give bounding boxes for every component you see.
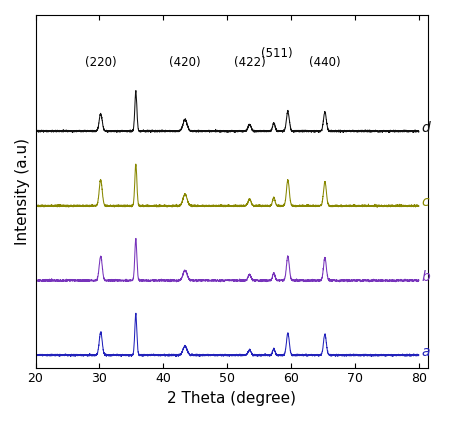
X-axis label: 2 Theta (degree): 2 Theta (degree) [167,391,296,406]
Text: a: a [421,345,430,359]
Text: c: c [421,195,429,210]
Text: (440): (440) [309,56,341,69]
Text: (220): (220) [85,56,117,69]
Text: (511): (511) [261,47,293,60]
Text: (420): (420) [169,56,201,69]
Y-axis label: Intensity (a.u): Intensity (a.u) [15,138,30,245]
Text: d: d [421,121,430,135]
Text: b: b [421,270,430,284]
Text: (422): (422) [234,56,265,69]
